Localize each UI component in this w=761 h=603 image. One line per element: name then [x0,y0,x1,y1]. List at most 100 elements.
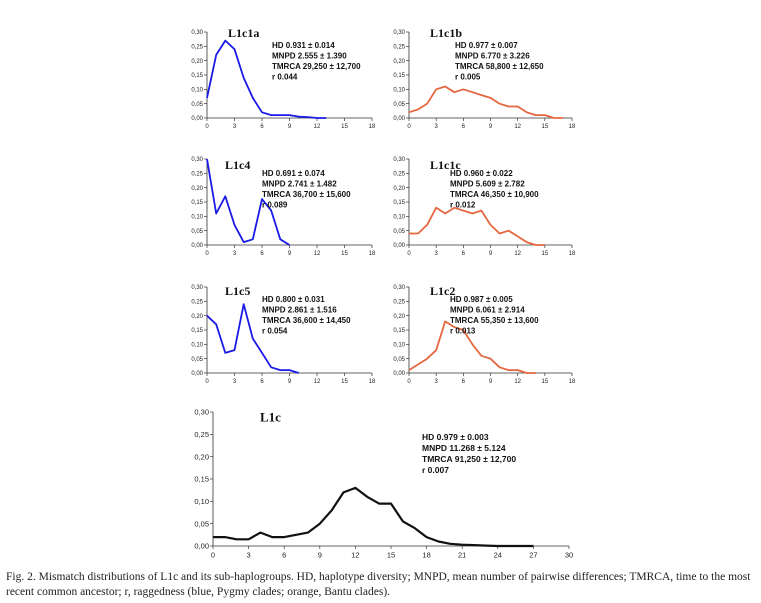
x-tick-label: 6 [462,124,466,130]
y-tick-label: 0,20 [393,59,405,65]
y-tick-label: 0,00 [194,542,209,551]
chart-title: L1c1b [430,26,462,40]
x-tick-label: 30 [565,551,573,560]
y-tick-label: 0,30 [194,408,209,417]
x-tick-label: 15 [541,379,548,385]
x-tick-label: 3 [233,124,237,130]
stats-line: MNPD 6.061 ± 2.914 [450,306,525,315]
x-tick-label: 12 [514,251,521,257]
series-line [409,206,545,246]
stats-line: MNPD 11.268 ± 5.124 [422,443,506,453]
y-tick-label: 0,10 [393,214,405,220]
x-tick-label: 24 [494,551,502,560]
x-tick-label: 3 [434,251,438,257]
stats-line: r 0.013 [450,327,476,336]
y-tick-label: 0,10 [191,87,203,93]
x-tick-label: 9 [288,251,292,257]
y-tick-label: 0,25 [191,44,203,50]
y-tick-label: 0,05 [194,519,209,528]
x-tick-label: 0 [211,551,215,560]
x-tick-label: 3 [233,251,237,257]
series-line [408,85,563,119]
x-tick-label: 18 [369,251,376,257]
x-tick-label: 6 [260,251,264,257]
x-tick-label: 0 [205,251,209,257]
stats-line: r 0.005 [455,73,481,82]
stats-line: TMRCA 29,250 ± 12,700 [272,62,361,71]
stats-line: TMRCA 55,350 ± 13,600 [450,316,539,325]
stats-line: HD 0.977 ± 0.007 [455,41,518,50]
y-tick-label: 0,05 [393,102,405,108]
stats-line: r 0.044 [272,73,298,82]
y-tick-label: 0,25 [393,44,405,50]
y-tick-label: 0,05 [191,229,203,235]
y-tick-label: 0,10 [393,342,405,348]
x-tick-label: 18 [569,251,576,257]
x-tick-label: 9 [318,551,322,560]
y-tick-label: 0,25 [191,171,203,177]
chart-title: L1c4 [225,158,250,172]
stats-line: TMRCA 91,250 ± 12,700 [422,454,516,464]
y-tick-label: 0,30 [191,157,203,163]
y-tick-label: 0,15 [191,200,203,206]
x-tick-label: 3 [233,379,237,385]
stats-line: r 0.012 [450,201,476,210]
y-tick-label: 0,25 [194,430,209,439]
y-tick-label: 0,15 [393,200,405,206]
x-tick-label: 12 [514,124,521,130]
stats-line: r 0.089 [262,201,288,210]
x-tick-label: 6 [260,379,264,385]
chart-title: L1c [260,410,281,425]
y-tick-label: 0,00 [191,243,203,249]
x-tick-label: 9 [288,379,292,385]
stats-line: HD 0.987 ± 0.005 [450,295,513,304]
stats-line: MNPD 2.741 ± 1.482 [262,180,337,189]
series-line [408,320,536,374]
x-tick-label: 12 [314,124,321,130]
x-tick-label: 0 [407,124,411,130]
y-tick-label: 0,15 [194,475,209,484]
stats-line: r 0.054 [262,327,288,336]
x-tick-label: 3 [434,124,438,130]
y-tick-label: 0,05 [393,357,405,363]
stats-line: r 0.007 [422,465,449,475]
chart-l1c: 0,00 0,05 0,10 0,15 0,20 0,25 0,30 0 3 6 9 12 15 18 21… [194,408,573,560]
y-tick-label: 0,10 [191,214,203,220]
chart-l1c1a: 0,00 0,05 0,10 0,15 0,20 0,25 0,30 0 3 6 9 12 15 18 L1… [191,26,376,130]
x-tick-label: 0 [205,124,209,130]
x-tick-label: 6 [462,379,466,385]
y-tick-label: 0,10 [393,87,405,93]
y-tick-label: 0,15 [191,73,203,79]
y-tick-label: 0,20 [393,186,405,192]
x-tick-label: 12 [351,551,359,560]
y-tick-label: 0,05 [393,229,405,235]
chart-title: L1c5 [225,284,250,298]
y-tick-label: 0,25 [393,299,405,305]
series-line [206,39,327,119]
x-tick-label: 27 [529,551,537,560]
x-tick-label: 6 [282,551,286,560]
x-tick-label: 15 [341,251,348,257]
series-line [213,486,534,548]
x-tick-label: 0 [407,251,411,257]
x-tick-label: 6 [462,251,466,257]
x-tick-label: 18 [369,124,376,130]
y-tick-label: 0,00 [393,116,405,122]
y-tick-label: 0,05 [191,357,203,363]
y-tick-label: 0,30 [393,157,405,163]
x-tick-label: 9 [288,124,292,130]
stats-line: MNPD 6.770 ± 3.226 [455,52,530,61]
chart-l1c2: 0,00 0,05 0,10 0,15 0,20 0,25 0,30 0 3 6 9 12 15 18 L1… [393,284,576,385]
stats-line: TMRCA 58,800 ± 12,650 [455,62,544,71]
y-tick-label: 0,00 [191,116,203,122]
y-tick-label: 0,20 [191,314,203,320]
y-tick-label: 0,15 [393,73,405,79]
y-tick-label: 0,30 [393,285,405,291]
stats-line: TMRCA 46,350 ± 10,900 [450,190,539,199]
chart-title: L1c2 [430,284,455,298]
x-tick-label: 18 [422,551,430,560]
stats-line: HD 0.979 ± 0.003 [422,432,489,442]
x-tick-label: 12 [314,251,321,257]
stats-line: MNPD 2.861 ± 1.516 [262,306,337,315]
figure-caption: Fig. 2. Mismatch distributions of L1c an… [6,571,751,598]
